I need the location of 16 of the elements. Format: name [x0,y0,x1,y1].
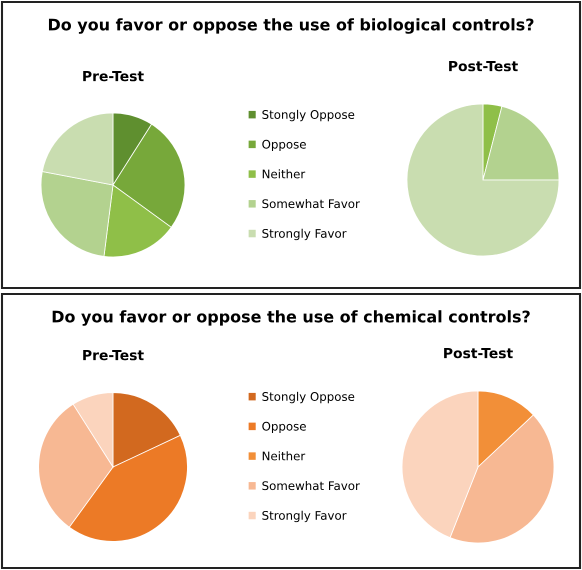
legend-label: Oppose [262,422,306,433]
slice-label: Pre-Test [83,350,144,360]
chart-title: Do you favor or oppose the use of chemical controls? [52,310,530,326]
legend-label: Strongly Favor [262,228,347,240]
legend-label: Neither [262,451,306,460]
legend-label: Somewhat Favor [262,199,360,208]
legend-label: Stongly Oppose [262,110,354,122]
legend-label: Strongly Favor [262,510,347,522]
legend-label: Stongly Oppose [262,392,354,404]
slice-label: Pre-Test [83,70,144,82]
legend-label: Somewhat Favor [262,481,360,490]
slice-label: Post-Test [444,348,513,358]
legend-label: Oppose [262,140,306,151]
legend-label: Neither [262,169,306,178]
chart-title: Do you favor or oppose the use of biological controls? [48,18,534,34]
slice-label: Post-Test [449,60,518,72]
